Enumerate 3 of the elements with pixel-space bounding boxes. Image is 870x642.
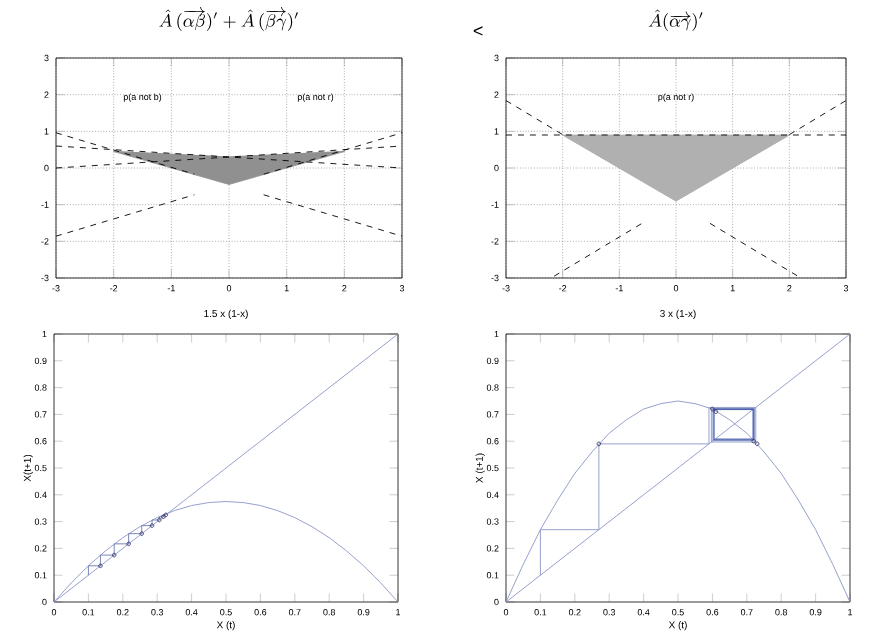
chart-title: $\hat{A}(\overrightarrow{\alpha\gamma})'$ — [648, 9, 703, 31]
chart-title: $\hat{A}\,(\overrightarrow{\alpha\beta})'+\hat{A}\,(\overrightarrow{\beta\gamma})'$ — [159, 6, 298, 31]
text: < — [473, 26, 483, 36]
